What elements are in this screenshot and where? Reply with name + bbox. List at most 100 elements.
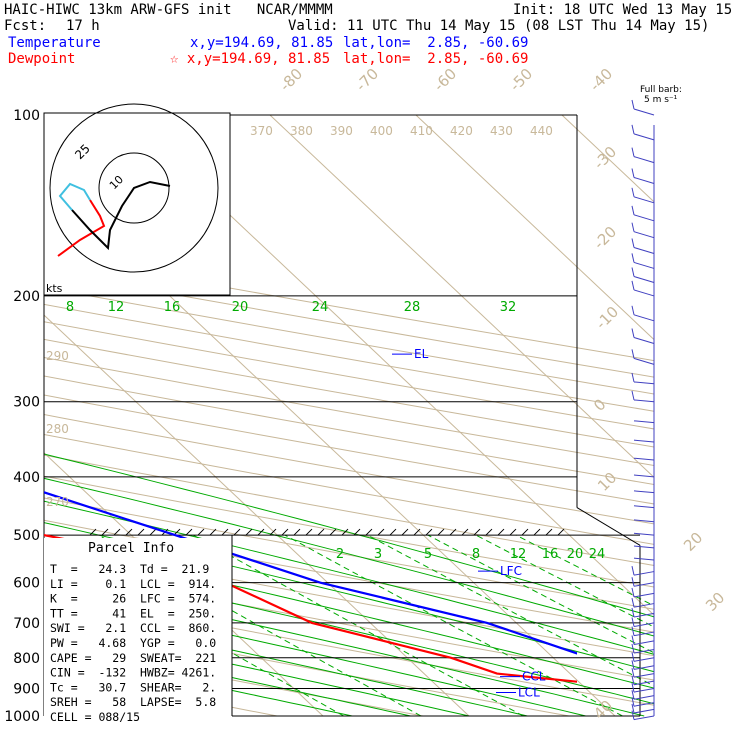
wind-barb	[633, 715, 655, 721]
hatch-mark	[305, 528, 313, 536]
mixing-ratio-label: 3	[374, 547, 382, 562]
parcel-row: CAPE = 29 SWEAT= 221	[50, 651, 216, 665]
moist-adiabat	[44, 623, 470, 717]
wind-barb	[633, 505, 655, 509]
theta-label: 410	[410, 124, 433, 138]
isotherm-label: -10	[592, 303, 622, 333]
hatch-mark	[101, 528, 109, 536]
parcel-row: T = 24.3 Td = 21.9	[50, 562, 209, 576]
wind-barb	[633, 337, 655, 344]
level-label-el: EL	[414, 347, 429, 361]
hatch-mark	[221, 528, 229, 536]
pressure-tick-label: 900	[13, 681, 40, 697]
wind-barb-flag	[631, 187, 635, 197]
wind-barb	[633, 314, 655, 322]
parcel-title: Parcel Info	[88, 541, 174, 556]
pressure-tick-label: 400	[13, 470, 40, 486]
wind-barb	[633, 519, 655, 523]
mixing-ratio-label: 12	[510, 547, 527, 562]
parcel-box-bg	[44, 538, 232, 724]
hatch-mark	[389, 528, 397, 536]
moist-adiabat	[44, 609, 528, 717]
pressure-tick-label: 100	[13, 108, 40, 124]
hatch-mark	[269, 528, 277, 536]
isotherm-label: 30	[702, 589, 728, 615]
wind-barb-flag	[631, 643, 635, 654]
level-label-lcl: LCL	[518, 686, 540, 700]
wind-barb-flag	[631, 710, 635, 720]
wind-barb	[633, 603, 655, 608]
mixing-ratio-line	[475, 534, 654, 628]
mixing-ratio-label: 5	[424, 547, 432, 562]
wind-barb-flag	[631, 607, 635, 618]
parcel-row: CELL = 088/15	[50, 710, 140, 724]
dry-adiabat	[44, 303, 654, 412]
wind-barb	[633, 439, 655, 443]
theta-side-label: 280	[46, 422, 69, 436]
moist-adiabat-label: 32	[500, 300, 517, 315]
hatch-mark	[545, 528, 553, 536]
wind-barb	[633, 261, 655, 269]
forecast-hour: 17 h	[66, 18, 100, 34]
wind-barb	[633, 582, 655, 587]
wind-barb-flag	[631, 124, 635, 134]
hatch-mark	[245, 528, 253, 536]
theta-label: 430	[490, 124, 513, 138]
wind-barb	[633, 474, 655, 478]
isotherm-label: -80	[276, 65, 306, 95]
wind-barb-flag	[631, 253, 635, 263]
level-label-ccl: CCL	[522, 670, 546, 684]
theta-label: 420	[450, 124, 473, 138]
model-title: HAIC-HIWC 13km ARW-GFS init NCAR/MMMM	[4, 2, 333, 18]
mixing-ratio-label: 20	[567, 547, 584, 562]
hatch-mark	[149, 528, 157, 536]
wind-barb-flag	[631, 690, 635, 700]
wind-barb-flag	[631, 349, 635, 359]
moist-adiabat-label: 20	[232, 300, 249, 315]
wind-barb-flag	[631, 703, 635, 714]
wind-barb-flag	[631, 390, 635, 401]
dry-adiabat	[44, 497, 654, 610]
isotherm-line	[708, 115, 740, 716]
dry-adiabat	[44, 338, 654, 448]
theta-label: 380	[290, 124, 313, 138]
wind-barb	[633, 702, 655, 707]
isotherm-label: 10	[594, 469, 620, 495]
pressure-tick-label: 700	[13, 616, 40, 632]
dewpoint-xy: ☆ x,y=194.69, 81.85	[170, 51, 331, 67]
hatch-mark	[209, 528, 217, 536]
temperature-xy: x,y=194.69, 81.85	[190, 35, 334, 51]
wind-barb-flag	[631, 577, 635, 587]
pressure-tick-label: 300	[13, 395, 40, 411]
wind-barb-flag	[631, 617, 635, 627]
mixing-ratio-label: 16	[542, 547, 559, 562]
level-label-lfc: LFC	[500, 564, 522, 578]
wind-barb	[633, 708, 655, 714]
dry-adiabat	[44, 454, 654, 566]
hodograph-units: kts	[46, 282, 63, 295]
wind-barb	[633, 545, 655, 549]
wind-barb	[633, 357, 655, 365]
wind-barb	[633, 457, 655, 461]
moist-adiabat	[44, 500, 654, 655]
isotherm-line	[415, 114, 654, 341]
hodograph-trace-red	[57, 199, 106, 257]
wind-barb	[633, 196, 655, 204]
hatch-mark	[413, 528, 421, 536]
wind-barb	[633, 612, 655, 618]
wind-barb-flag	[631, 205, 635, 215]
parcel-row: K = 26 LFC = 574.	[50, 592, 216, 606]
wind-barb	[633, 276, 655, 284]
mixing-ratio-line	[427, 534, 654, 654]
hatch-mark	[557, 528, 565, 536]
theta-label: 390	[330, 124, 353, 138]
wind-barb	[633, 420, 655, 424]
dewpoint-latlon: lat,lon= 2.85, -60.69	[343, 51, 529, 67]
hatch-mark	[533, 528, 541, 536]
barb-legend-line1: Full barb:	[640, 85, 682, 95]
hatch-mark	[185, 528, 193, 536]
pressure-tick-label: 600	[13, 576, 40, 592]
valid-time: Valid: 11 UTC Thu 14 May 15 (08 LST Thu …	[288, 18, 710, 34]
moist-adiabat	[44, 522, 654, 673]
wind-barb-flag	[631, 305, 635, 315]
